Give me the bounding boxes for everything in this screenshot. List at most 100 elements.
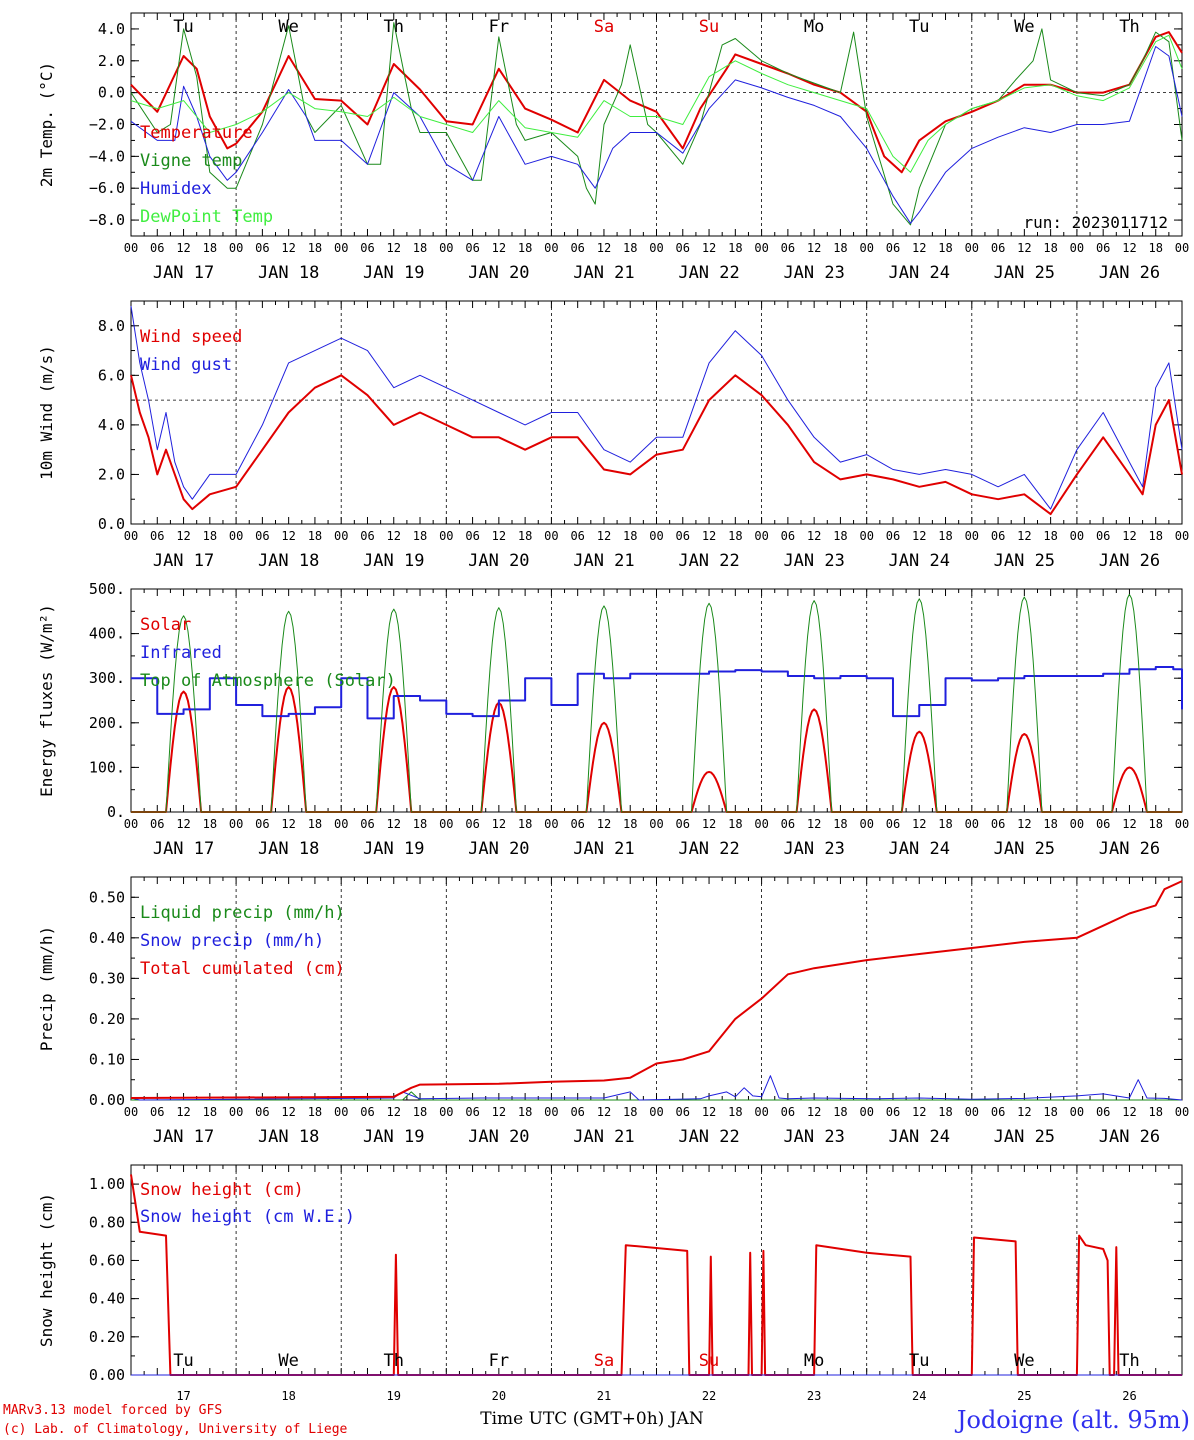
hour-tick-label: 00 <box>124 529 138 543</box>
hour-tick-label: 06 <box>991 817 1005 831</box>
hour-tick-label: 18 <box>728 241 742 255</box>
hour-tick-label: 06 <box>465 1105 479 1119</box>
hour-tick-label: 00 <box>1070 241 1084 255</box>
y-tick-label: 100. <box>89 758 125 776</box>
y-tick-label: 2.0 <box>98 52 125 70</box>
date-label: JAN 22 <box>678 839 739 859</box>
hour-tick-label: 12 <box>492 817 506 831</box>
date-label: JAN 19 <box>363 1127 424 1147</box>
hour-tick-label: 18 <box>623 817 637 831</box>
date-label: JAN 25 <box>994 551 1055 571</box>
hour-tick-label: 06 <box>465 241 479 255</box>
hour-tick-label: 00 <box>124 241 138 255</box>
series-line-infrared <box>131 666 1183 720</box>
hour-tick-label: 12 <box>387 817 401 831</box>
hour-tick-label: 12 <box>807 817 821 831</box>
date-label: JAN 20 <box>468 839 529 859</box>
weekday-label: We <box>278 17 298 37</box>
panel-precip: 0.00 0.10 0.20 0.30 0.40 0.50 Precip (mm/h) Liq… <box>37 876 1189 1147</box>
series-line-wind-speed <box>130 374 1183 516</box>
date-label: JAN 18 <box>258 263 319 283</box>
hour-tick-label: 18 <box>413 241 427 255</box>
y-axis-label: Snow height (cm) <box>37 1193 56 1347</box>
hour-tick-label: 00 <box>754 529 768 543</box>
hour-tick-label: 12 <box>702 529 716 543</box>
weekday-label: Su <box>699 17 719 37</box>
hour-tick-label: 00 <box>859 241 873 255</box>
hour-tick-label: 06 <box>150 1105 164 1119</box>
date-label: JAN 25 <box>994 839 1055 859</box>
date-label: JAN 17 <box>153 551 214 571</box>
hour-tick-label: 00 <box>229 817 243 831</box>
hour-tick-label: 06 <box>1096 1105 1110 1119</box>
hour-tick-label: 12 <box>702 1105 716 1119</box>
hour-tick-label: 12 <box>912 241 926 255</box>
hour-tick-label: 06 <box>570 529 584 543</box>
hour-tick-label: 12 <box>176 817 190 831</box>
legend-entry: Solar <box>140 615 191 635</box>
panel-wind: 0.0 2.0 4.0 6.0 8.0 10m Wind (m/s) Wind speed W… <box>37 300 1189 571</box>
hour-tick-label: 00 <box>544 241 558 255</box>
date-label: JAN 25 <box>994 263 1055 283</box>
hour-tick-label: 12 <box>912 529 926 543</box>
hour-tick-label: 12 <box>597 1105 611 1119</box>
date-label: JAN 26 <box>1099 839 1160 859</box>
date-label: JAN 17 <box>153 839 214 859</box>
footer-model: MARv3.13 model forced by GFS <box>3 1403 222 1418</box>
hour-tick-label: 06 <box>570 241 584 255</box>
hour-tick-label: 06 <box>255 241 269 255</box>
hour-tick-label: 06 <box>781 1105 795 1119</box>
hour-tick-label: 00 <box>439 817 453 831</box>
hour-tick-label: 06 <box>781 529 795 543</box>
hour-tick-label: 06 <box>886 817 900 831</box>
y-tick-label: 500. <box>89 580 125 598</box>
panel-frame <box>130 588 1183 813</box>
hour-tick-label: 18 <box>308 817 322 831</box>
date-label: JAN 21 <box>573 839 634 859</box>
y-tick-label: 4.0 <box>98 20 125 38</box>
date-label: JAN 17 <box>153 263 214 283</box>
hour-tick-label: 12 <box>912 1105 926 1119</box>
hour-tick-label: 18 <box>833 529 847 543</box>
date-label: JAN 26 <box>1099 1127 1160 1147</box>
hour-tick-label: 06 <box>150 241 164 255</box>
hour-tick-label: 00 <box>859 529 873 543</box>
weekday-label: Fr <box>489 17 509 37</box>
hour-tick-label: 18 <box>833 241 847 255</box>
hour-tick-label: 00 <box>124 817 138 831</box>
y-tick-label: −6.0 <box>89 179 125 197</box>
hour-tick-label: 18 <box>728 529 742 543</box>
hour-tick-label: 00 <box>965 241 979 255</box>
legend-entry: Humidex <box>140 179 212 199</box>
date-label: JAN 24 <box>889 839 950 859</box>
hour-tick-label: 12 <box>176 1105 190 1119</box>
day-number-label: 17 <box>176 1389 190 1403</box>
weekday-label: Th <box>384 1351 404 1371</box>
hour-tick-label: 06 <box>676 1105 690 1119</box>
hour-tick-label: 06 <box>255 529 269 543</box>
hour-tick-label: 00 <box>1070 1105 1084 1119</box>
series-line-dewpoint-temp <box>130 34 1183 173</box>
hour-tick-label: 12 <box>1122 1105 1136 1119</box>
weekday-label: Fr <box>489 1351 509 1371</box>
date-label: JAN 18 <box>258 1127 319 1147</box>
date-label: JAN 26 <box>1099 263 1160 283</box>
weekday-label: Th <box>384 17 404 37</box>
hour-tick-label: 18 <box>413 817 427 831</box>
hour-tick-label: 06 <box>886 1105 900 1119</box>
hour-tick-label: 18 <box>518 817 532 831</box>
date-label: JAN 21 <box>573 1127 634 1147</box>
date-label: JAN 21 <box>573 263 634 283</box>
hour-tick-label: 12 <box>1017 817 1031 831</box>
y-axis-label: 10m Wind (m/s) <box>37 345 56 480</box>
hour-tick-label: 00 <box>965 1105 979 1119</box>
date-label: JAN 20 <box>468 551 529 571</box>
weekday-label: Su <box>699 1351 719 1371</box>
hour-tick-label: 06 <box>1096 529 1110 543</box>
y-tick-label: 8.0 <box>98 317 125 335</box>
day-number-label: 20 <box>492 1389 506 1403</box>
panel-snow: 0.00 0.20 0.40 0.60 0.80 1.00 Snow height (cm)… <box>37 1164 1183 1384</box>
hour-tick-label: 12 <box>492 529 506 543</box>
hour-tick-label: 12 <box>281 817 295 831</box>
series-line-wind-gust <box>130 305 1183 510</box>
